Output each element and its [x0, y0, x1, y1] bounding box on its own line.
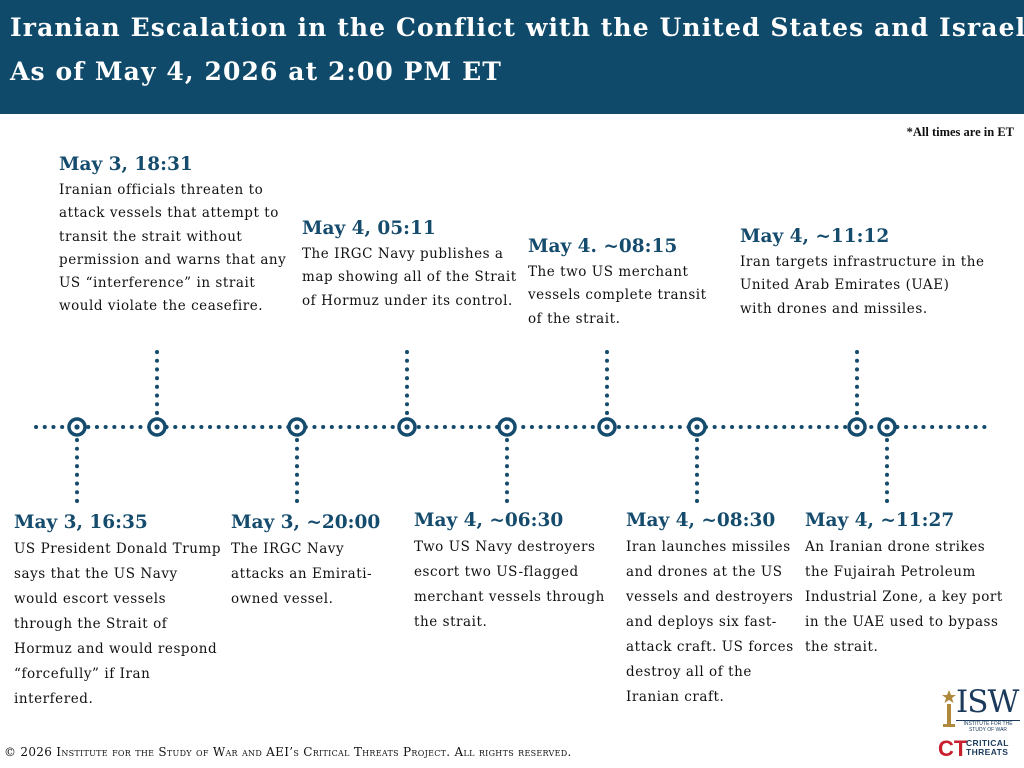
event-may3-1831: May 3, 18:31 Iranian officials threaten …	[59, 154, 287, 319]
timeline-node	[287, 417, 307, 437]
copyright-footer: © 2026 Institute for the Study of War an…	[4, 745, 572, 759]
event-may3-1635: May 3, 16:35 US President Donald Trump s…	[14, 512, 224, 712]
timeline-node-center	[854, 424, 860, 430]
event-date: May 3, 18:31	[59, 154, 193, 175]
timeline-node	[597, 417, 617, 437]
event-may4-0630: May 4, ~06:30 Two US Navy destroyers esc…	[414, 510, 619, 635]
timeline-node	[847, 417, 867, 437]
event-date: May 3, ~20:00	[231, 512, 381, 533]
event-date: May 4, ~11:12	[740, 226, 890, 247]
timeline-node-center	[154, 424, 160, 430]
event-date: May 4. ~08:15	[528, 236, 678, 257]
title-line-1: Iranian Escalation in the Conflict with …	[10, 13, 1024, 42]
timeline-node	[687, 417, 707, 437]
isw-logo-text: ISW	[956, 684, 1019, 720]
time-zone-note: *All times are in ET	[906, 125, 1014, 139]
copyright-prefix: © 2026	[4, 745, 57, 759]
event-may4-1127: May 4, ~11:27 An Iranian drone strikes t…	[805, 510, 1010, 660]
event-date: May 3, 16:35	[14, 512, 148, 533]
event-description: An Iranian drone strikes the Fujairah Pe…	[805, 539, 1003, 655]
timeline-node	[497, 417, 517, 437]
timeline-node	[877, 417, 897, 437]
event-date: May 4, 05:11	[302, 218, 436, 239]
critical-threats-logo: CT CRITICAL THREATS	[938, 736, 1022, 766]
timeline-node	[147, 417, 167, 437]
event-may4-0830: May 4, ~08:30 Iran launches missiles and…	[626, 510, 798, 710]
event-date: May 4, ~11:27	[805, 510, 955, 531]
ct-wordmark: CRITICAL THREATS	[966, 739, 1009, 757]
copyright-text: Institute for the Study of War and AEI’s…	[56, 745, 572, 759]
event-may4-0511: May 4, 05:11 The IRGC Navy publishes a m…	[302, 218, 517, 313]
event-may3-2000: May 3, ~20:00 The IRGC Navy attacks an E…	[231, 512, 396, 612]
event-description: Two US Navy destroyers escort two US-fla…	[414, 539, 605, 630]
event-description: Iran launches missiles and drones at the…	[626, 539, 794, 705]
isw-logo-subtitle: INSTITUTE FOR THE STUDY OF WAR	[956, 720, 1020, 733]
event-description: Iranian officials threaten to attack ves…	[59, 182, 287, 315]
timeline-node-center	[74, 424, 80, 430]
event-date: May 4, ~06:30	[414, 510, 564, 531]
event-description: The two US merchant vessels complete tra…	[528, 264, 707, 327]
event-may4-1112: May 4, ~11:12 Iran targets infrastructur…	[740, 226, 985, 321]
event-date: May 4, ~08:30	[626, 510, 776, 531]
timeline-node-center	[694, 424, 700, 430]
ct-mark: CT	[938, 736, 968, 761]
timeline-node-center	[604, 424, 610, 430]
timeline-node	[67, 417, 87, 437]
event-description: US President Donald Trump says that the …	[14, 541, 222, 707]
ct-line-1: CRITICAL	[966, 738, 1009, 748]
event-description: Iran targets infrastructure in the Unite…	[740, 254, 985, 317]
isw-logo: ISW INSTITUTE FOR THE STUDY OF WAR	[938, 684, 1020, 733]
timeline-node	[397, 417, 417, 437]
timeline-node-center	[294, 424, 300, 430]
timeline-node-center	[884, 424, 890, 430]
event-may4-0815: May 4. ~08:15 The two US merchant vessel…	[528, 236, 718, 331]
event-description: The IRGC Navy publishes a map showing al…	[302, 246, 517, 309]
event-description: The IRGC Navy attacks an Emirati-owned v…	[231, 541, 373, 607]
timeline-node-center	[404, 424, 410, 430]
header-banner: Iranian Escalation in the Conflict with …	[0, 0, 1024, 114]
title-line-2: As of May 4, 2026 at 2:00 PM ET	[10, 57, 502, 86]
timeline-node-center	[504, 424, 510, 430]
isw-emblem-icon	[942, 690, 956, 727]
ct-line-2: THREATS	[966, 747, 1009, 757]
